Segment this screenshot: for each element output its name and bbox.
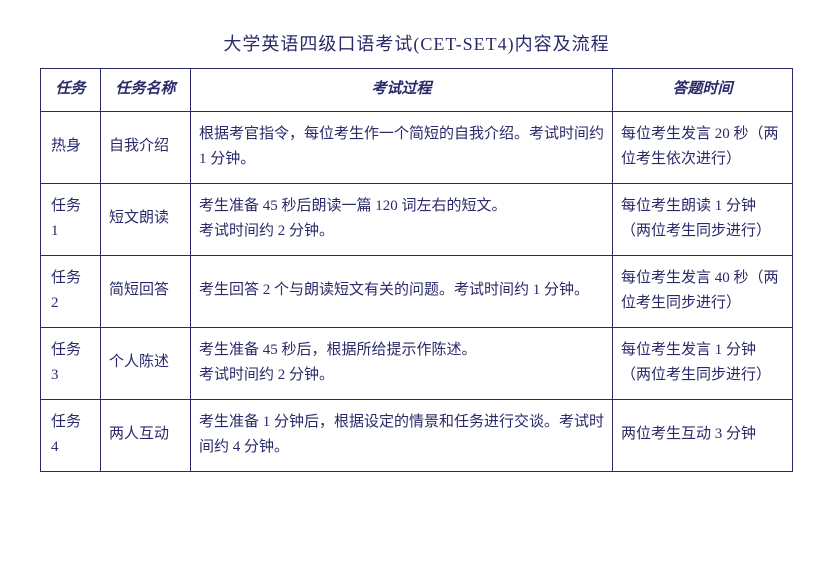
table-header-row: 任务 任务名称 考试过程 答题时间 bbox=[41, 69, 793, 112]
cell-process: 考生准备 45 秒后，根据所给提示作陈述。考试时间约 2 分钟。 bbox=[191, 327, 613, 399]
exam-table: 任务 任务名称 考试过程 答题时间 热身 自我介绍 根据考官指令，每位考生作一个… bbox=[40, 68, 793, 472]
cell-process: 根据考官指令，每位考生作一个简短的自我介绍。考试时间约 1 分钟。 bbox=[191, 111, 613, 183]
cell-time: 每位考生朗读 1 分钟（两位考生同步进行） bbox=[613, 183, 793, 255]
cell-name: 自我介绍 bbox=[101, 111, 191, 183]
cell-name: 两人互动 bbox=[101, 399, 191, 471]
page-title: 大学英语四级口语考试(CET-SET4)内容及流程 bbox=[40, 30, 793, 56]
cell-time: 每位考生发言 40 秒（两位考生同步进行） bbox=[613, 255, 793, 327]
table-row: 热身 自我介绍 根据考官指令，每位考生作一个简短的自我介绍。考试时间约 1 分钟… bbox=[41, 111, 793, 183]
header-time: 答题时间 bbox=[613, 69, 793, 112]
table-row: 任务 2 简短回答 考生回答 2 个与朗读短文有关的问题。考试时间约 1 分钟。… bbox=[41, 255, 793, 327]
cell-name: 短文朗读 bbox=[101, 183, 191, 255]
header-task: 任务 bbox=[41, 69, 101, 112]
cell-process: 考生准备 45 秒后朗读一篇 120 词左右的短文。考试时间约 2 分钟。 bbox=[191, 183, 613, 255]
cell-name: 个人陈述 bbox=[101, 327, 191, 399]
table-row: 任务 3 个人陈述 考生准备 45 秒后，根据所给提示作陈述。考试时间约 2 分… bbox=[41, 327, 793, 399]
cell-process: 考生准备 1 分钟后，根据设定的情景和任务进行交谈。考试时间约 4 分钟。 bbox=[191, 399, 613, 471]
cell-task: 热身 bbox=[41, 111, 101, 183]
header-name: 任务名称 bbox=[101, 69, 191, 112]
cell-process: 考生回答 2 个与朗读短文有关的问题。考试时间约 1 分钟。 bbox=[191, 255, 613, 327]
cell-task: 任务 4 bbox=[41, 399, 101, 471]
cell-task: 任务 3 bbox=[41, 327, 101, 399]
cell-name: 简短回答 bbox=[101, 255, 191, 327]
cell-time: 每位考生发言 1 分钟（两位考生同步进行） bbox=[613, 327, 793, 399]
cell-time: 两位考生互动 3 分钟 bbox=[613, 399, 793, 471]
cell-task: 任务 2 bbox=[41, 255, 101, 327]
cell-time: 每位考生发言 20 秒（两位考生依次进行） bbox=[613, 111, 793, 183]
table-row: 任务 1 短文朗读 考生准备 45 秒后朗读一篇 120 词左右的短文。考试时间… bbox=[41, 183, 793, 255]
table-row: 任务 4 两人互动 考生准备 1 分钟后，根据设定的情景和任务进行交谈。考试时间… bbox=[41, 399, 793, 471]
cell-task: 任务 1 bbox=[41, 183, 101, 255]
header-process: 考试过程 bbox=[191, 69, 613, 112]
